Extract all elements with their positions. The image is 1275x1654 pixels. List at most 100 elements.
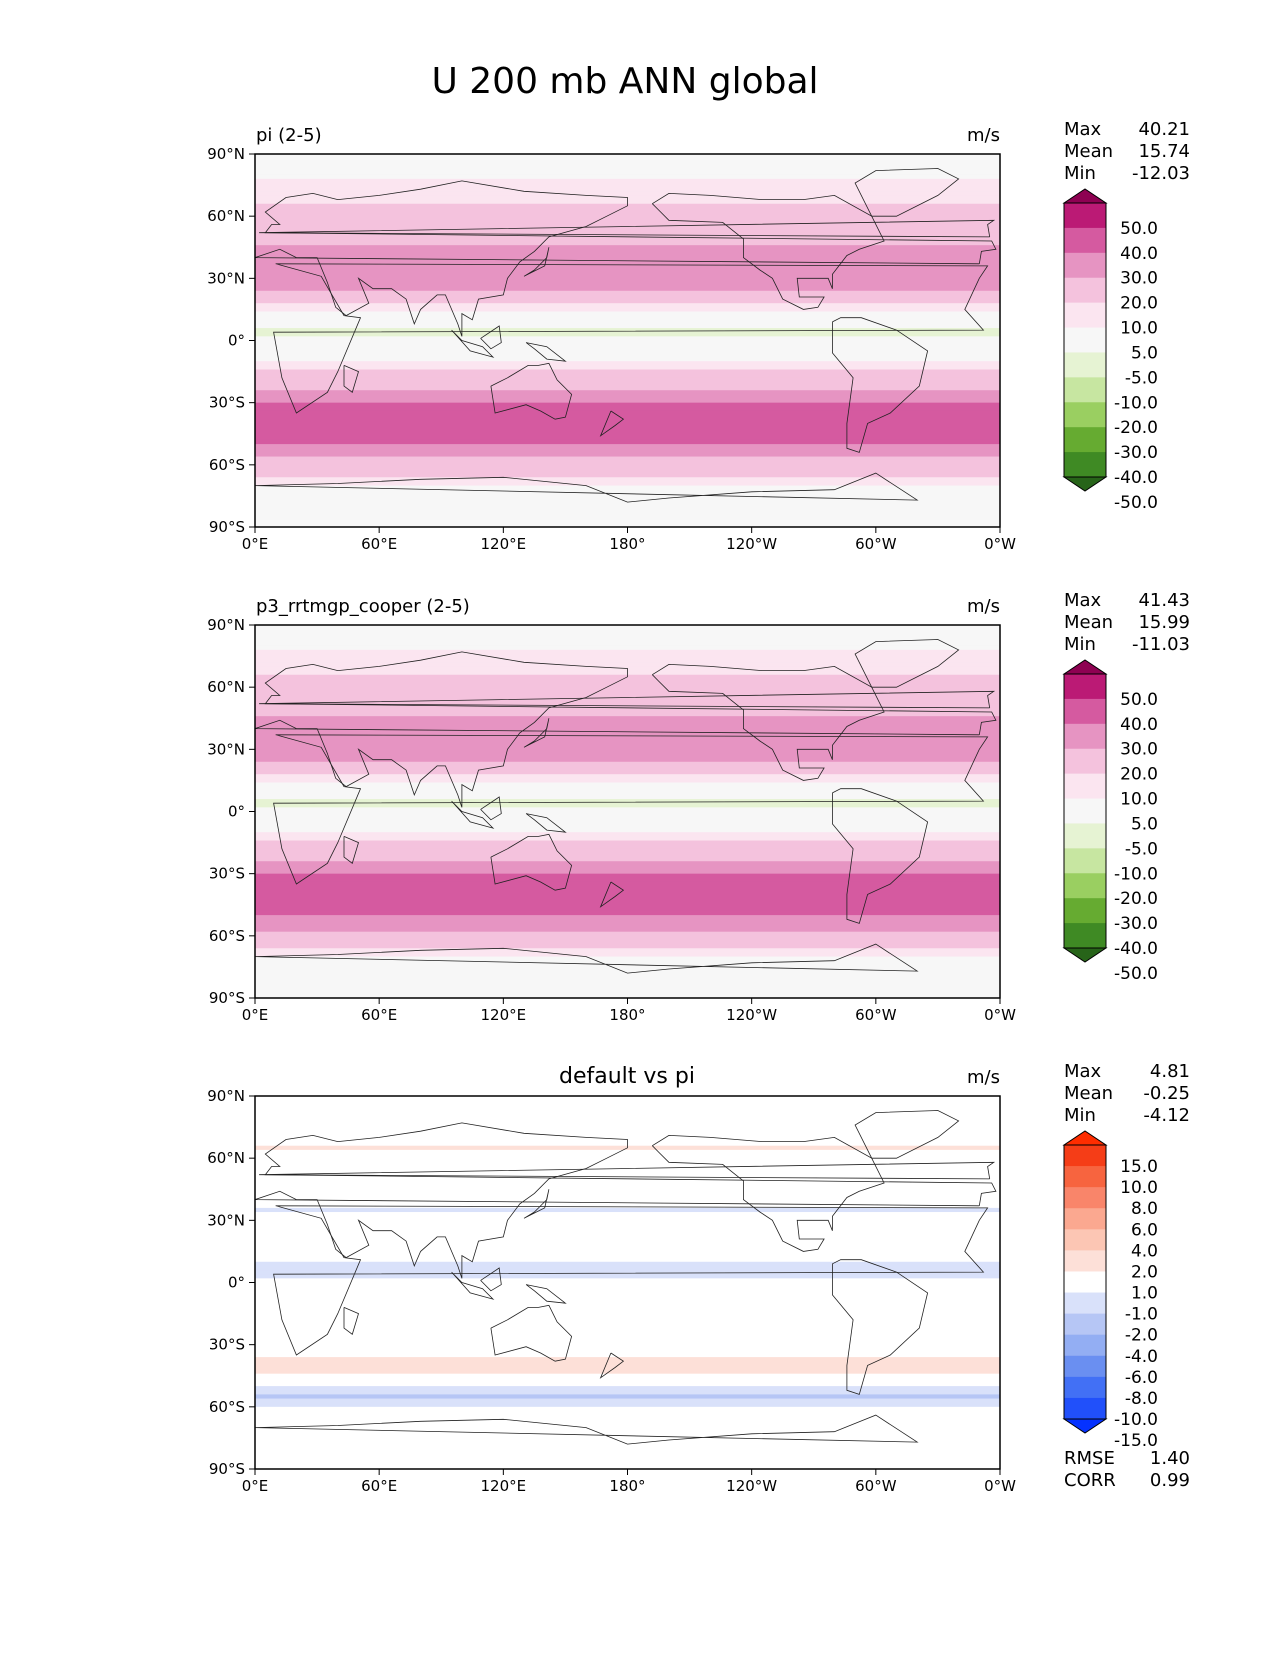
stat-value: 15.99 bbox=[1138, 612, 1190, 633]
field-band bbox=[255, 431, 1000, 437]
colorbar-segment bbox=[1064, 748, 1106, 775]
lon-tick-label: 60°E bbox=[361, 1477, 397, 1495]
field-band bbox=[255, 1323, 1000, 1329]
field-band bbox=[255, 1456, 1000, 1462]
field-band bbox=[255, 915, 1000, 920]
field-band bbox=[255, 220, 1000, 226]
colorbar-segment bbox=[1064, 302, 1106, 329]
coastline bbox=[854, 639, 960, 688]
field-band bbox=[255, 1207, 1000, 1213]
coastline bbox=[273, 263, 989, 414]
field-band bbox=[255, 890, 1000, 895]
colorbar-label: 2.0 bbox=[1131, 1262, 1158, 1282]
field-band bbox=[255, 1220, 1000, 1226]
lat-tick-label: 60°N bbox=[207, 1149, 245, 1167]
coastline bbox=[525, 342, 567, 362]
field-band bbox=[255, 1154, 1000, 1159]
field-band bbox=[255, 877, 1000, 883]
field-band bbox=[255, 1129, 1000, 1134]
colorbar-segment bbox=[1064, 402, 1106, 428]
longitude-axis: 0°E 60°E 120°E 180° 120°W 60°W 0°W bbox=[242, 1469, 1016, 1495]
stat-label: Mean bbox=[1064, 141, 1113, 162]
colorbar-segment bbox=[1064, 227, 1106, 254]
field-band bbox=[255, 410, 1000, 416]
field-band bbox=[255, 898, 1000, 904]
field-band bbox=[255, 290, 1000, 296]
field-band bbox=[255, 944, 1000, 949]
field-band bbox=[255, 174, 1000, 180]
panel-title: default vs pi bbox=[559, 1064, 695, 1089]
field-band bbox=[255, 1286, 1000, 1292]
colorbar-segment bbox=[1064, 698, 1106, 725]
panel-p3-rrtmgp-cooper: 90°N 60°N 30°N 0° 30°S 60°S 90°S 0°E 60°E 120°E 1… bbox=[207, 590, 1190, 1024]
difference-field-map bbox=[255, 1096, 1000, 1469]
stat-label: Max bbox=[1064, 119, 1102, 140]
field-band bbox=[255, 1344, 1000, 1350]
lat-tick-label: 90°N bbox=[207, 145, 245, 163]
coastline bbox=[259, 219, 996, 238]
field-band bbox=[255, 1158, 1000, 1163]
field-band bbox=[255, 1274, 1000, 1279]
colorbar-segment bbox=[1064, 203, 1106, 229]
field-band bbox=[255, 319, 1000, 325]
coastline bbox=[523, 1189, 550, 1219]
coastline bbox=[273, 1205, 989, 1356]
field-band bbox=[255, 1265, 1000, 1271]
field-band bbox=[255, 1162, 1000, 1168]
lon-tick-label: 0°E bbox=[242, 535, 269, 553]
field-band bbox=[255, 1294, 1000, 1300]
field-band bbox=[255, 477, 1000, 483]
field-band bbox=[255, 968, 1000, 974]
field-band bbox=[255, 1228, 1000, 1234]
colorbar-segment bbox=[1064, 1208, 1106, 1230]
field-band bbox=[255, 1245, 1000, 1250]
colorbar-segment bbox=[1064, 674, 1106, 700]
colorbar-label: -6.0 bbox=[1125, 1368, 1158, 1388]
field-band bbox=[255, 1427, 1000, 1433]
field-band bbox=[255, 786, 1000, 792]
lat-tick-label: 60°S bbox=[209, 456, 245, 474]
field-band bbox=[255, 1431, 1000, 1437]
field-band bbox=[255, 790, 1000, 796]
lat-tick-label: 90°S bbox=[209, 1460, 245, 1478]
field-band bbox=[255, 894, 1000, 900]
field-band bbox=[255, 782, 1000, 788]
field-band bbox=[255, 1170, 1000, 1176]
colorbar-segment bbox=[1064, 277, 1106, 304]
field-band bbox=[255, 357, 1000, 362]
lat-tick-label: 90°S bbox=[209, 518, 245, 536]
field-band bbox=[255, 435, 1000, 441]
field-band bbox=[255, 245, 1000, 250]
field-band bbox=[255, 1290, 1000, 1296]
colorbar-label: -2.0 bbox=[1125, 1326, 1158, 1346]
field-band bbox=[255, 332, 1000, 337]
stat-label: Min bbox=[1064, 634, 1096, 655]
field-band bbox=[255, 770, 1000, 775]
colorbar-segment bbox=[1064, 1271, 1106, 1294]
coastlines bbox=[255, 1110, 997, 1445]
field-band bbox=[255, 299, 1000, 304]
colorbar-label: -4.0 bbox=[1125, 1347, 1158, 1367]
field-band bbox=[255, 1120, 1000, 1126]
latitude-axis: 90°N 60°N 30°N 0° 30°S 60°S 90°S bbox=[207, 145, 255, 536]
field-band bbox=[255, 187, 1000, 192]
field-band bbox=[255, 637, 1000, 643]
field-band bbox=[255, 836, 1000, 842]
field-band bbox=[255, 852, 1000, 858]
field-band bbox=[255, 506, 1000, 512]
figure-title: U 200 mb ANN global bbox=[431, 61, 818, 102]
field-band bbox=[255, 931, 1000, 937]
field-band bbox=[255, 861, 1000, 866]
field-band bbox=[255, 365, 1000, 371]
stat-label: Max bbox=[1064, 1061, 1102, 1082]
colorbar-label: 50.0 bbox=[1120, 690, 1158, 710]
lon-tick-label: 0°W bbox=[984, 1006, 1016, 1024]
field-band bbox=[255, 1357, 1000, 1362]
coastline bbox=[832, 1259, 929, 1395]
coastline bbox=[854, 1110, 960, 1159]
lon-tick-label: 120°W bbox=[726, 1006, 777, 1024]
colorbar-segment bbox=[1064, 352, 1106, 378]
stat-label: Min bbox=[1064, 1105, 1096, 1126]
field-band bbox=[255, 373, 1000, 379]
field-band bbox=[255, 761, 1000, 767]
